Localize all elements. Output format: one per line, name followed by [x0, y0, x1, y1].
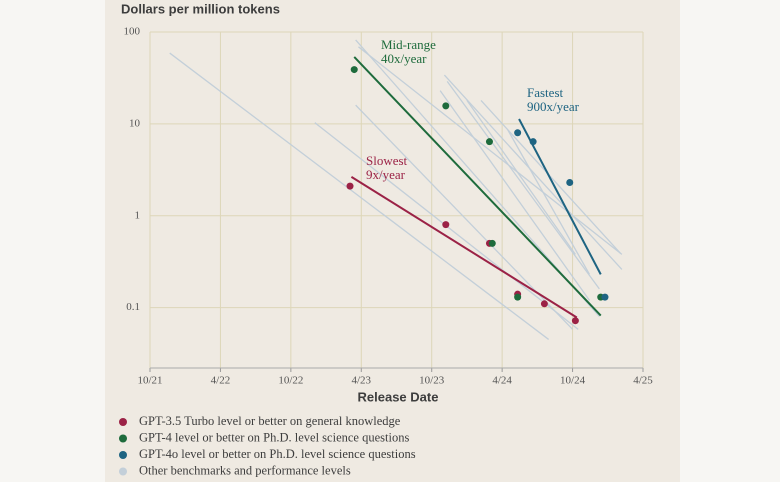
trend-annotation: 40x/year: [381, 51, 427, 66]
legend-label: GPT-4 level or better on Ph.D. level sci…: [139, 430, 409, 444]
x-tick-label: 4/25: [633, 375, 653, 387]
data-point: [442, 102, 450, 110]
benchmark-line: [446, 81, 600, 290]
x-tick-label: 10/21: [137, 375, 162, 387]
data-point: [442, 221, 450, 229]
trend-line: [350, 175, 578, 319]
trend-annotation: 9x/year: [366, 167, 406, 182]
data-point: [514, 293, 522, 301]
x-tick-label: 10/22: [278, 375, 303, 387]
benchmark-line: [480, 99, 621, 254]
chart-panel: [105, 0, 680, 482]
x-tick-label: 10/24: [560, 375, 586, 387]
y-tick-label: 100: [124, 26, 141, 38]
trend-annotation: Slowest: [366, 153, 408, 168]
legend-marker: [119, 451, 127, 459]
benchmark-line: [443, 74, 623, 270]
legend-marker: [119, 467, 127, 476]
trend-annotation: Mid-range: [381, 37, 436, 52]
data-point: [346, 182, 354, 190]
y-tick-label: 10: [129, 117, 141, 129]
legend-marker: [119, 418, 127, 426]
benchmark-line: [439, 90, 591, 301]
data-point: [485, 138, 493, 146]
data-point: [514, 129, 522, 137]
y-tick-label: 0.1: [126, 301, 140, 313]
chart-title: Dollars per million tokens: [121, 1, 280, 16]
data-point: [350, 66, 358, 74]
benchmark-line: [358, 46, 623, 255]
x-tick-label: 4/23: [352, 375, 372, 387]
benchmark-line: [169, 52, 550, 340]
legend-label: GPT-4o level or better on Ph.D. level sc…: [139, 447, 416, 461]
legend-label: Other benchmarks and performance levels: [139, 463, 351, 477]
y-tick-label: 1: [135, 209, 141, 221]
x-tick-label: 4/24: [492, 375, 512, 387]
x-tick-label: 10/23: [419, 375, 445, 387]
trend-line: [353, 56, 602, 317]
x-tick-label: 4/22: [211, 375, 231, 387]
trend-annotation: 900x/year: [527, 99, 580, 114]
legend-label: GPT-3.5 Turbo level or better on general…: [139, 414, 401, 428]
x-axis-label: Release Date: [358, 389, 439, 404]
benchmark-line: [466, 100, 576, 255]
legend-marker: [119, 434, 127, 443]
data-point: [566, 178, 574, 186]
data-point: [529, 138, 537, 146]
data-point: [601, 293, 609, 301]
data-point: [540, 300, 548, 308]
data-point: [488, 239, 496, 247]
benchmark-line: [507, 129, 591, 275]
data-point: [571, 317, 579, 325]
trend-annotation: Fastest: [527, 85, 564, 100]
